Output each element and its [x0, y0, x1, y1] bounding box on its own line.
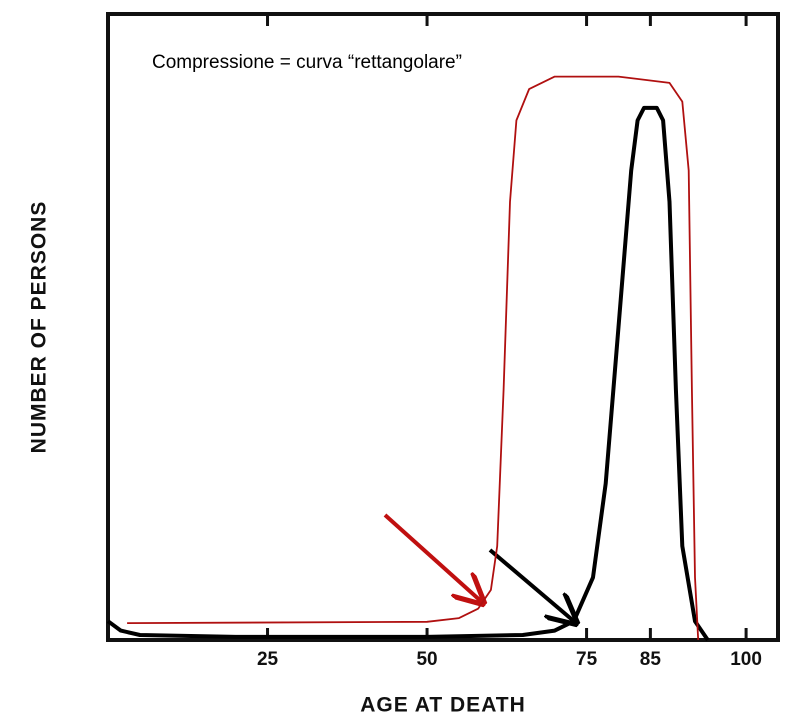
x-tick-label: 85 — [640, 649, 662, 670]
line — [106, 105, 710, 642]
x-tick-label: 75 — [576, 649, 598, 670]
x-tick-label: 50 — [416, 649, 437, 670]
x-tick-label: 25 — [257, 649, 279, 670]
red-arrow — [383, 513, 483, 603]
x-axis-label: AGE AT DEATH — [360, 694, 526, 717]
x-tick-label: 100 — [730, 649, 762, 670]
line — [127, 75, 700, 641]
plot-frame — [106, 12, 780, 642]
annotation: Compressione = curva “rettangolare” — [152, 52, 462, 73]
black-arrow — [488, 548, 576, 623]
y-axis-label: NUMBER OF PERSONS — [28, 201, 51, 454]
